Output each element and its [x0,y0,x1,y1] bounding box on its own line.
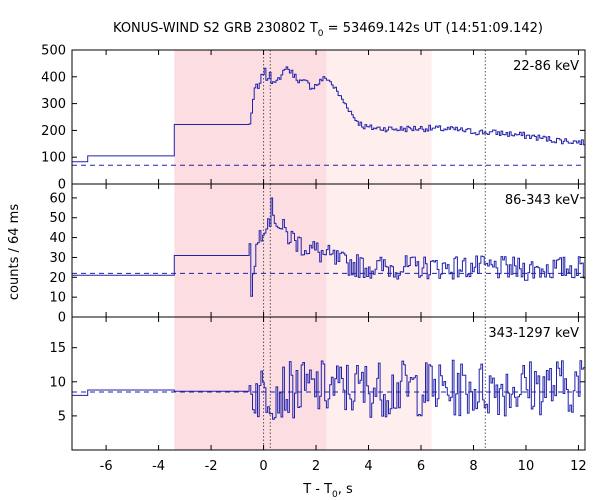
shaded-region-1 [174,317,327,450]
x-axis-label: T - T0, s [302,482,353,500]
x-tick-label: 2 [312,459,320,474]
x-tick-label: 8 [469,459,477,474]
shaded-region-2 [326,317,432,450]
y-tick-label: 100 [41,151,66,166]
y-tick-label: 30 [49,251,66,266]
y-tick-label: 40 [49,231,66,246]
x-tick-label: 6 [417,459,425,474]
y-tick-label: 50 [49,211,66,226]
y-tick-label: 0 [58,311,66,326]
shaded-region-2 [326,50,432,184]
panel-2: 0 10 20 30 40 50 60 86-343 keV [49,183,586,326]
panel-energy-label: 86-343 keV [505,193,579,208]
panel-3: 5 10 15 343-1297 keV [49,316,586,451]
x-tick-label: -2 [205,459,218,474]
y-tick-label: 500 [41,44,66,59]
shaded-region-2 [326,184,432,317]
light-curve-series [72,66,585,163]
x-tick-label: -6 [100,459,113,474]
y-tick-label: 10 [49,375,66,390]
panel-energy-label: 22-86 keV [513,59,579,74]
y-tick-label: 0 [58,178,66,193]
x-tick-label: 0 [259,459,267,474]
y-axis-label: counts / 64 ms [7,204,22,300]
x-tick-label: -4 [152,459,165,474]
y-tick-label: 60 [49,191,66,206]
x-tick-label: 4 [364,459,372,474]
y-tick-label: 300 [41,97,66,112]
y-tick-label: 10 [49,291,66,306]
x-tick-label: 12 [570,459,587,474]
light-curve-series [72,197,585,297]
x-tick-label: 10 [518,459,535,474]
y-tick-label: 200 [41,124,66,139]
panel-1: 0 100 200 300 400 500 22-86 keV [41,44,586,193]
panel-frame [71,316,586,451]
panel-energy-label: 343-1297 keV [488,326,579,341]
y-tick-label: 5 [58,409,66,424]
y-tick-label: 15 [49,341,66,356]
y-tick-label: 20 [49,271,66,286]
y-tick-label: 400 [41,70,66,85]
light-curve-series [72,359,585,420]
chart-title: KONUS-WIND S2 GRB 230802 T0 = 53469.142s… [113,21,543,39]
